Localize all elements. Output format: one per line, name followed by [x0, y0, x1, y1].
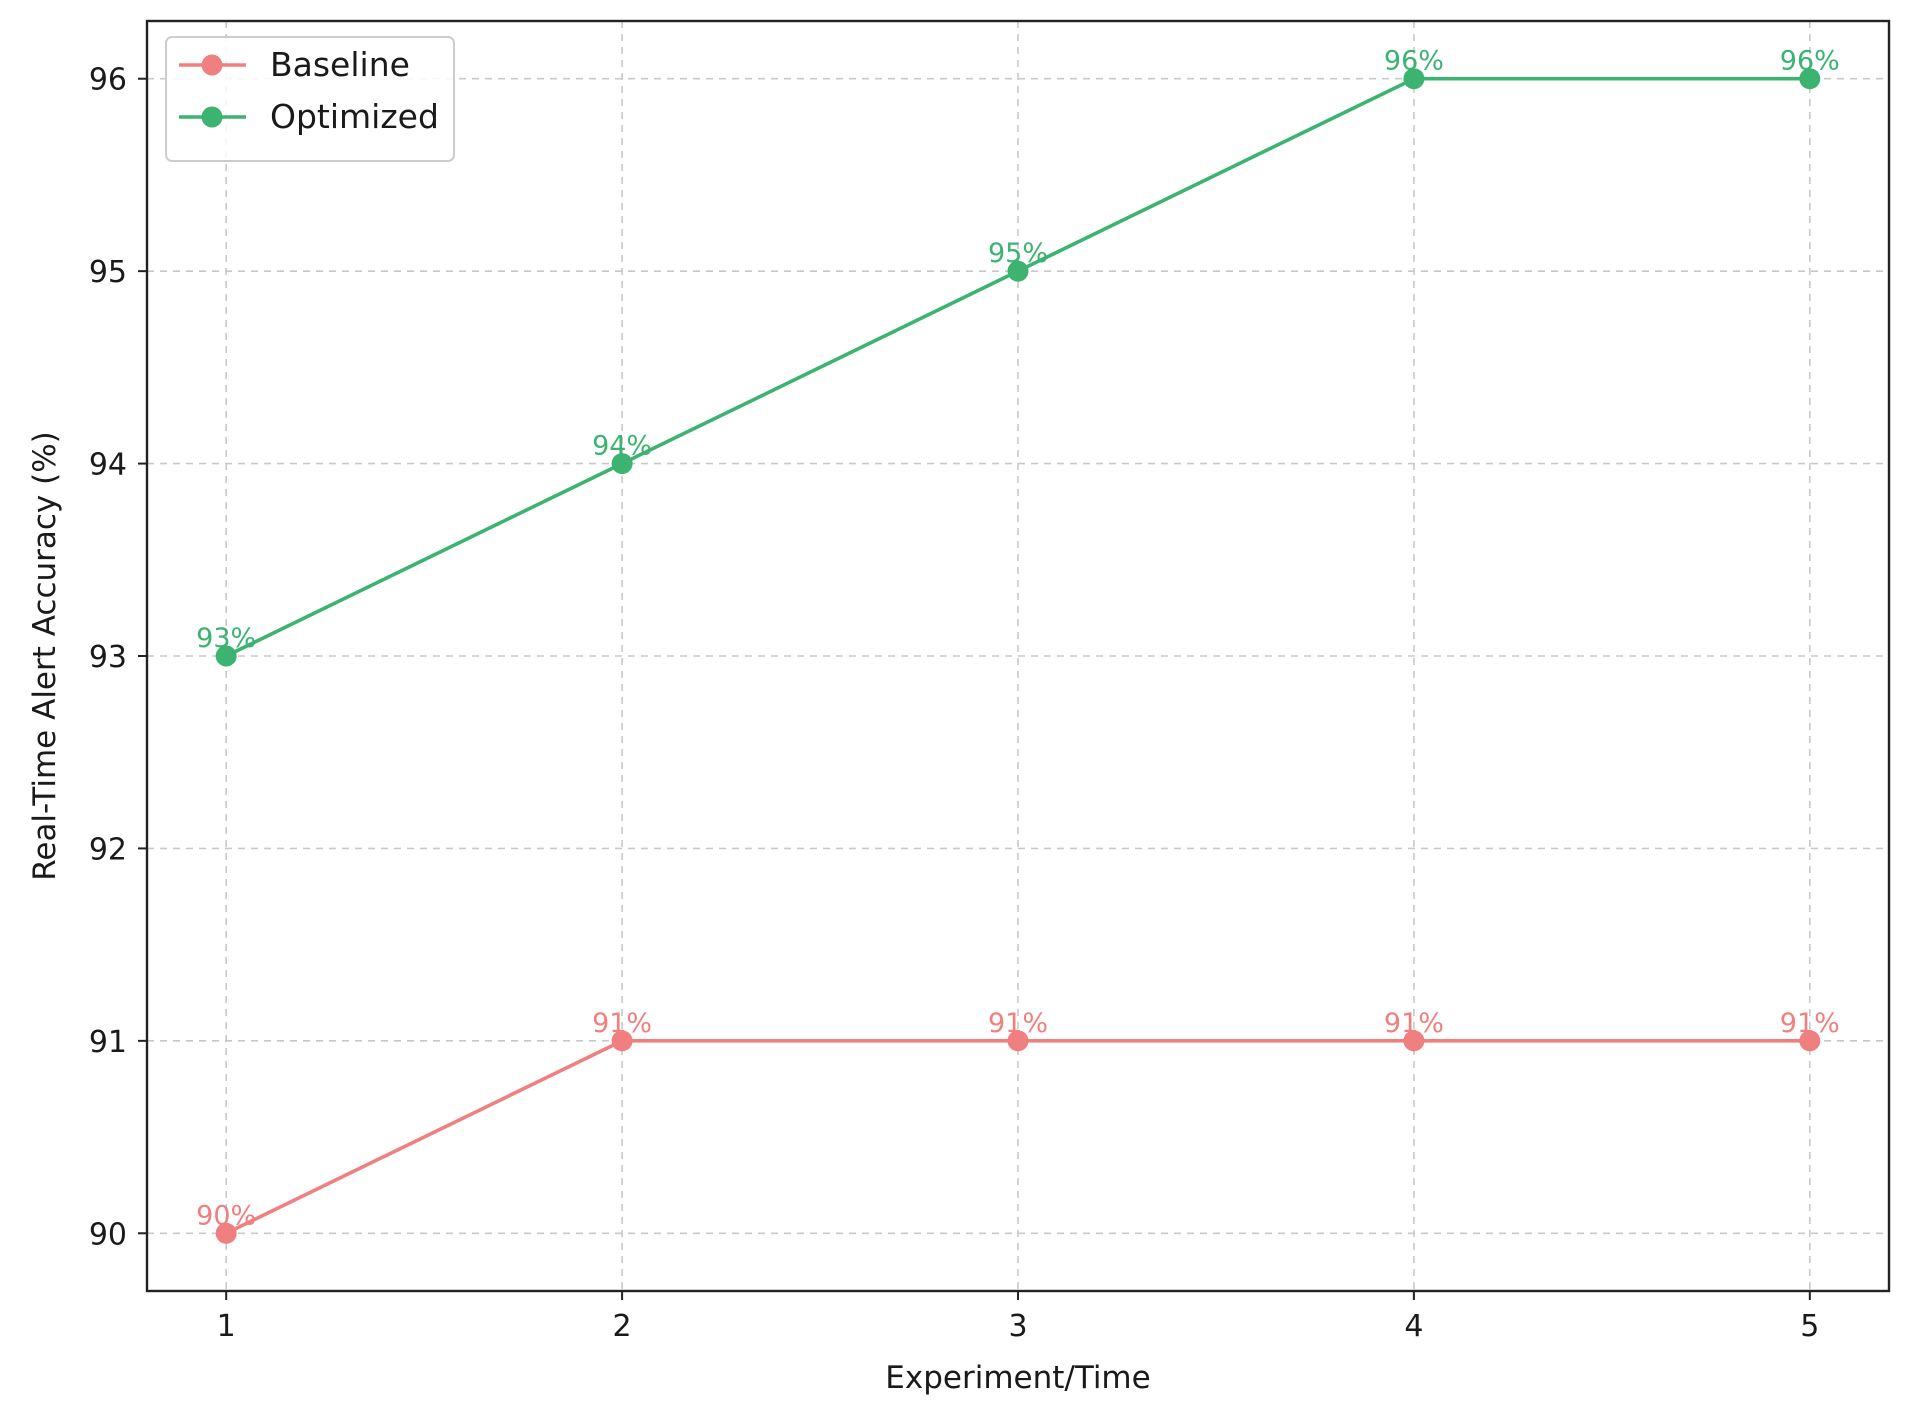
optimized-data-label-3: 95% — [988, 238, 1048, 269]
baseline-point-4 — [1403, 1030, 1425, 1052]
legend-box — [165, 36, 455, 162]
optimized-point-1 — [215, 645, 237, 667]
baseline-point-2 — [611, 1030, 633, 1052]
data-labels: 90% 91% 91% 91% 91% 93% 94% 95% 96% 96% — [196, 46, 1840, 1232]
y-axis-label: Real-Time Alert Accuracy (%) — [27, 431, 63, 881]
optimized-point-2 — [611, 453, 633, 475]
baseline-data-label-4: 91% — [1384, 1008, 1444, 1039]
x-axis: 1 2 3 4 5 — [217, 1291, 1819, 1344]
optimized-point-4 — [1403, 68, 1425, 90]
y-tick-label-1: 90 — [89, 1217, 127, 1252]
baseline-data-label-2: 91% — [592, 1008, 652, 1039]
baseline-data-label-3: 91% — [988, 1008, 1048, 1039]
optimized-point-3 — [1007, 260, 1029, 282]
baseline-point-3 — [1007, 1030, 1029, 1052]
y-tick-label-4: 93 — [89, 640, 127, 675]
optimized-data-label-2: 94% — [592, 431, 652, 462]
y-tick-label-7: 96 — [89, 63, 127, 98]
y-tick-label-2: 91 — [89, 1025, 127, 1060]
baseline-point-1 — [215, 1222, 237, 1244]
optimized-data-label-4: 96% — [1384, 46, 1444, 77]
x-tick-label-1: 1 — [217, 1309, 236, 1344]
baseline-point-5 — [1799, 1030, 1821, 1052]
y-axis: 90 91 92 93 94 95 96 — [89, 63, 147, 1252]
legend: Baseline Optimized — [165, 36, 455, 162]
optimized-data-label-1: 93% — [196, 623, 256, 654]
baseline-data-label-5: 91% — [1780, 1008, 1840, 1039]
optimized-data-label-5: 96% — [1780, 46, 1840, 77]
legend-optimized-label: Optimized — [270, 97, 439, 136]
legend-optimized-marker — [201, 106, 223, 128]
y-tick-label-5: 94 — [89, 448, 127, 483]
x-tick-label-5: 5 — [1800, 1309, 1819, 1344]
x-tick-label-3: 3 — [1008, 1309, 1027, 1344]
y-tick-label-3: 92 — [89, 832, 127, 867]
baseline-data-label-1: 90% — [196, 1200, 256, 1231]
legend-baseline-marker — [201, 54, 223, 76]
x-axis-label: Experiment/Time — [885, 1360, 1150, 1396]
x-tick-label-4: 4 — [1404, 1309, 1423, 1344]
series-layer — [215, 68, 1821, 1244]
x-tick-label-2: 2 — [613, 1309, 632, 1344]
grid — [147, 21, 1889, 1291]
legend-baseline-label: Baseline — [270, 45, 410, 84]
y-tick-label-6: 95 — [89, 255, 127, 290]
optimized-point-5 — [1799, 68, 1821, 90]
